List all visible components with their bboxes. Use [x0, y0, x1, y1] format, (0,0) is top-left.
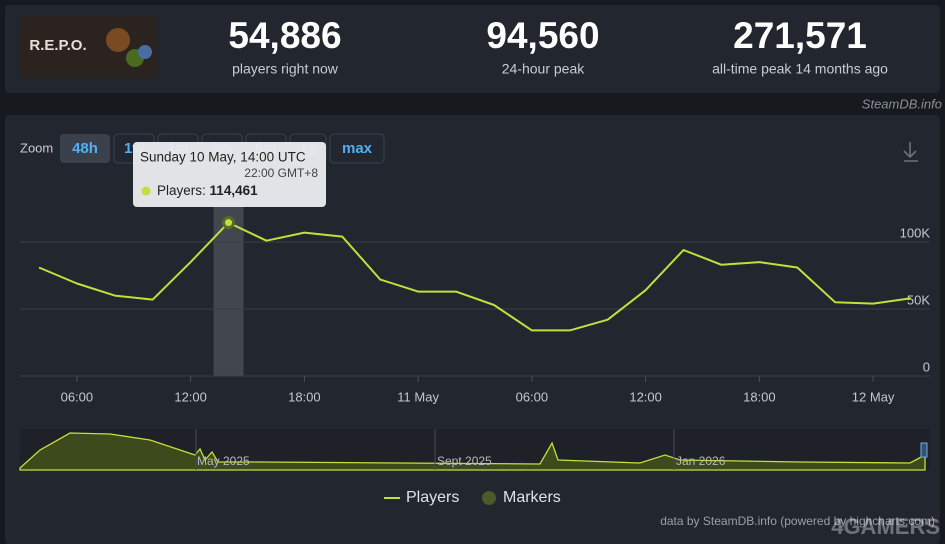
navigator-label: Sept 2025 — [437, 454, 492, 468]
navigator-series — [19, 432, 926, 471]
x-tick-label: 12 May — [852, 389, 895, 404]
tooltip-series: Players: — [157, 183, 206, 198]
legend-marker — [482, 491, 496, 505]
stat-value: 271,571 — [733, 15, 867, 56]
zoom-button[interactable] — [329, 133, 385, 164]
navigator-label: May 2025 — [197, 454, 250, 468]
hover-band — [213, 200, 244, 376]
tooltip: Sunday 10 May, 14:00 UTC 22:00 GMT+8 Pla… — [133, 142, 326, 207]
tooltip-local: 22:00 GMT+8 — [244, 166, 318, 180]
logo-art — [106, 28, 130, 52]
plot: 0 50K 100K 06:00 12:00 18:00 11 May 06:00 12:00 1… — [20, 216, 931, 404]
zoom-button[interactable] — [60, 134, 110, 163]
y-tick-label: 0 — [923, 359, 930, 374]
tooltip-dot — [141, 186, 151, 196]
legend-item[interactable]: Markers — [503, 489, 561, 506]
tooltip-value: 114,461 — [210, 183, 259, 198]
x-tick-label: 12:00 — [629, 389, 662, 404]
y-tick-label: 50K — [907, 292, 930, 307]
logo-text: R.E.P.O. — [29, 37, 86, 54]
tooltip-label: Players: 114,461 — [157, 183, 258, 198]
zoom-label: Zoom — [20, 140, 53, 155]
x-tick-label: 12:00 — [174, 389, 207, 404]
x-tick-label: 18:00 — [743, 389, 776, 404]
series-line — [38, 221, 912, 332]
stats-panel — [5, 5, 940, 93]
x-tick-label: 11 May — [397, 389, 439, 404]
stat-value: 94,560 — [486, 15, 599, 56]
credit: data by SteamDB.info (powered by highcha… — [660, 514, 935, 528]
hover-point — [222, 216, 236, 230]
navigator-label: Jan 2026 — [676, 454, 726, 468]
zoom-option[interactable]: max — [342, 140, 373, 157]
logo-art — [138, 45, 152, 59]
navigator-handle[interactable] — [920, 442, 928, 458]
x-tick-label: 06:00 — [516, 389, 549, 404]
y-tick-label: 100K — [900, 225, 931, 240]
stat-label: players right now — [232, 61, 339, 77]
tooltip-box — [133, 142, 326, 207]
zoom-option[interactable]: 48h — [72, 140, 98, 157]
watermark: 4GAMERS — [831, 514, 940, 539]
source: SteamDB.info — [862, 96, 942, 111]
x-tick-label: 06:00 — [61, 389, 94, 404]
x-tick-label: 18:00 — [288, 389, 321, 404]
stat-label: 24-hour peak — [502, 61, 586, 77]
legend-item[interactable]: Players — [406, 489, 459, 506]
stat-label: all-time peak 14 months ago — [712, 61, 888, 77]
tooltip-date: Sunday 10 May, 14:00 UTC — [140, 150, 306, 165]
download-icon[interactable] — [903, 142, 918, 162]
stat-value: 54,886 — [228, 15, 341, 56]
